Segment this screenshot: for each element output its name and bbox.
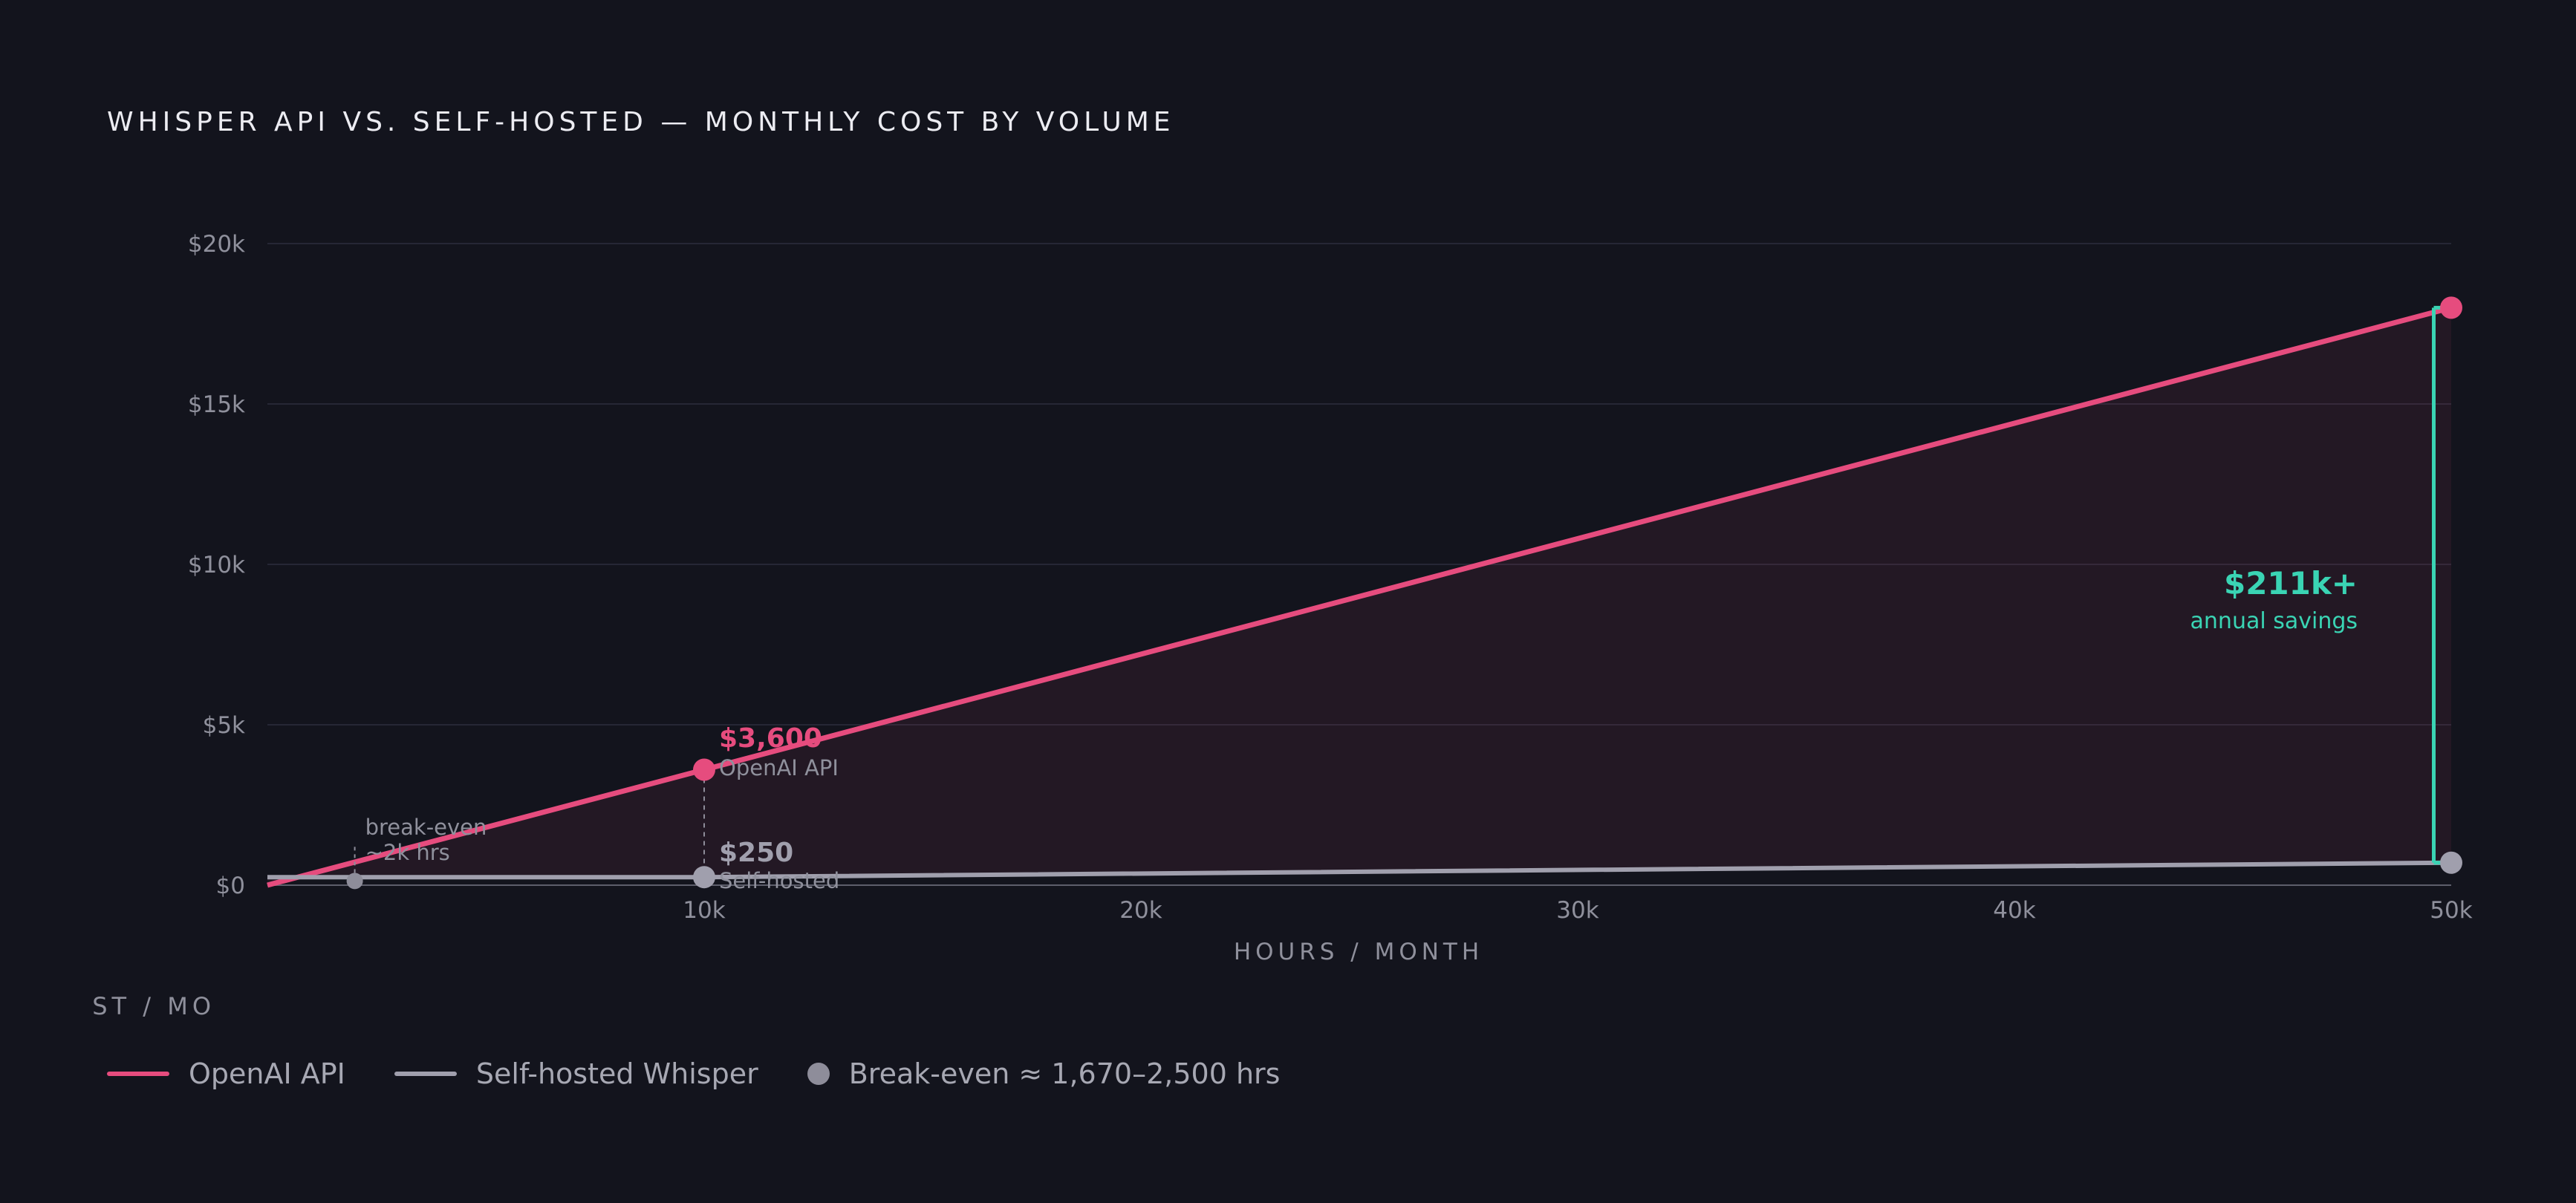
selfhosted-annotation-label: Self-hosted	[719, 868, 839, 893]
tick-labels: $0 $5k $10k $15k $20k 10k 20k 30k 40k 50k	[188, 231, 2473, 924]
legend-label-openai: OpenAI API	[189, 1057, 345, 1090]
chart-title: WHISPER API VS. SELF-HOSTED — MONTHLY CO…	[107, 107, 1175, 137]
legend-label-break-even: Break-even ≈ 1,670–2,500 hrs	[848, 1057, 1281, 1090]
grid-lines	[267, 243, 2451, 886]
openai-annotation-value: $3,600	[719, 723, 822, 754]
break-even-label: break-even	[365, 815, 487, 840]
break-even-marker	[346, 873, 363, 890]
legend-item-selfhosted: Self-hosted Whisper	[394, 1057, 758, 1090]
x-axis-title: HOURS / MONTH	[1234, 939, 1483, 965]
data-point-marker	[2440, 851, 2462, 874]
break-even-sublabel: ~2k hrs	[365, 840, 450, 865]
legend-item-break-even: Break-even ≈ 1,670–2,500 hrs	[807, 1057, 1281, 1090]
legend-item-openai: OpenAI API	[107, 1057, 345, 1090]
legend-swatch-selfhosted	[394, 1072, 457, 1076]
savings-value: $211k+	[2224, 565, 2358, 602]
data-point-marker	[693, 758, 715, 781]
openai-annotation-label: OpenAI API	[719, 755, 839, 780]
legend: OpenAI API Self-hosted Whisper Break-eve…	[107, 1053, 1329, 1095]
selfhosted-annotation-value: $250	[719, 838, 793, 868]
x-tick-label: 30k	[1556, 897, 1598, 924]
y-tick-label: $5k	[203, 712, 245, 739]
x-tick-label: 40k	[1993, 897, 2035, 924]
legend-label-selfhosted: Self-hosted Whisper	[475, 1057, 758, 1090]
legend-swatch-break-even	[807, 1063, 830, 1085]
y-axis-title-fragment: ST / MO	[92, 992, 215, 1020]
y-tick-label: $10k	[188, 552, 245, 578]
x-tick-label: 10k	[683, 897, 725, 924]
x-tick-label: 20k	[1119, 897, 1162, 924]
y-tick-label: $15k	[188, 391, 245, 418]
x-tick-label: 50k	[2430, 897, 2472, 924]
legend-swatch-openai	[107, 1072, 169, 1076]
savings-label: annual savings	[2190, 608, 2358, 634]
y-tick-label: $20k	[188, 231, 245, 258]
data-point-marker	[693, 866, 715, 889]
data-point-marker	[2440, 296, 2462, 319]
annotations: $211k+ annual savings break-even~2k hrs $3,…	[346, 296, 2462, 893]
y-tick-label: $0	[216, 873, 245, 899]
